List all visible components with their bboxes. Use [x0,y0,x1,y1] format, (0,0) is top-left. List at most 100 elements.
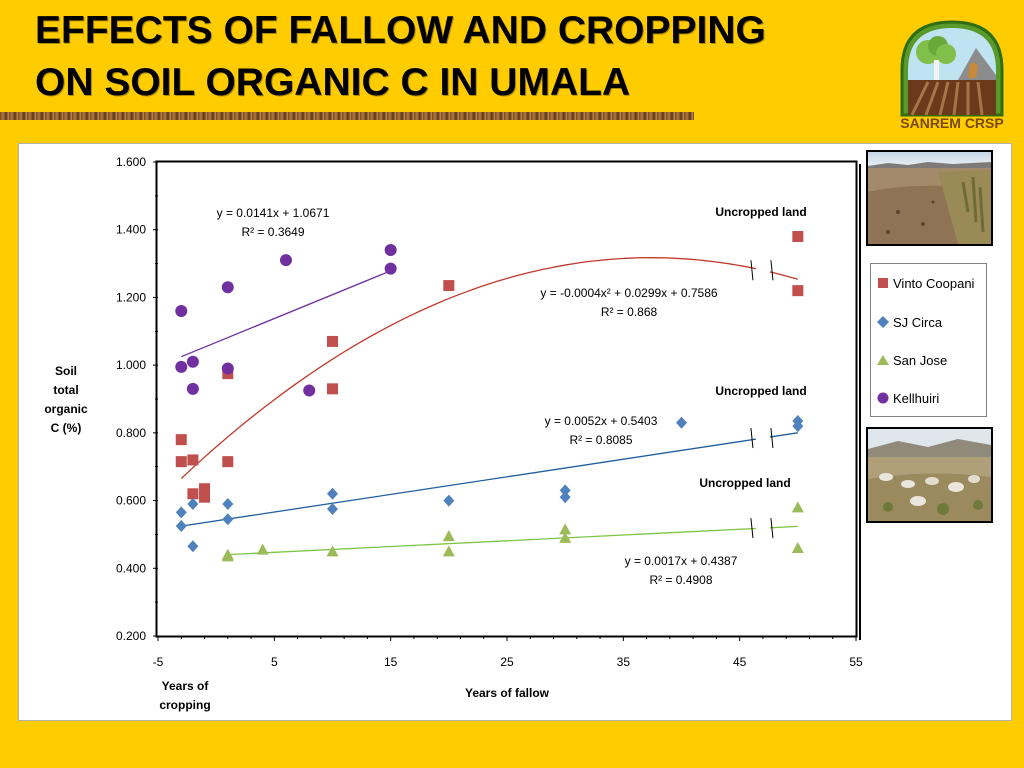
data-point-vinto-coopani [443,280,455,292]
legend-label: San Jose [893,352,948,368]
data-point-vinto-coopani [187,454,199,466]
axis-break-gap [755,424,770,453]
legend-label: Kellhuiri [893,390,940,406]
data-point-sj-circa [559,484,571,497]
trendline-sj-circa [181,432,798,527]
x-axis-label-cropping: Years of [162,679,210,693]
x-tick-label: 35 [617,655,631,669]
trendline-equation: y = 0.0017x + 0.4387 [625,554,738,568]
data-point-vinto-coopani [792,285,804,297]
data-point-san-jose [442,545,455,557]
data-point-vinto-coopani [187,488,199,500]
trendline-vinto-coopani [180,257,798,479]
data-point-sj-circa [559,491,571,504]
data-point-san-jose [791,541,804,553]
x-axis-label: Years of fallow [465,686,550,700]
trendline-r-squared: R² = 0.3649 [241,225,304,239]
chart-panel: 0.200 0.400 0.600 0.800 1.000 1.200 1.400 1.600… [18,143,1012,721]
data-point-vinto-coopani [222,456,234,468]
data-point-kellhuiri [175,304,188,317]
data-point-sj-circa [792,420,804,433]
sheep-grazing-photo [866,427,993,523]
x-tick-label: -5 [153,655,164,669]
data-point-kellhuiri [186,382,199,395]
trendline-equation: y = 0.0141x + 1.0671 [217,206,330,220]
y-tick-label: 0.800 [116,426,146,440]
data-point-sj-circa [327,503,338,516]
data-point-sj-circa [327,487,338,500]
y-axis-label: Soil [55,364,77,378]
chart-area: 0.200 0.400 0.600 0.800 1.000 1.200 1.400 1.600… [44,155,863,712]
title-line-1: EFFECTS OF FALLOW AND CROPPING [35,9,766,52]
data-point-san-jose [559,531,572,543]
legend-label: Vinto Coopani [893,275,975,291]
data-point-kellhuiri [303,384,316,397]
data-point-san-jose [791,501,804,513]
uncropped-land-photo [866,150,993,246]
data-point-vinto-coopani [199,491,211,503]
data-point-vinto-coopani [199,483,211,495]
data-point-sj-circa [187,497,199,510]
data-point-kellhuiri [279,254,292,267]
trendline-r-squared: R² = 0.4908 [649,573,712,587]
data-point-kellhuiri [221,362,234,375]
sanrem-logo [900,20,1004,117]
legend-item-san-jose: San Jose [877,351,947,369]
axis-break-mark [770,518,774,539]
data-point-vinto-coopani [792,230,804,242]
y-axis-label: C (%) [51,421,82,435]
trendline-r-squared: R² = 0.868 [601,305,658,319]
data-point-sj-circa [175,506,187,519]
data-point-san-jose [559,523,572,535]
data-point-vinto-coopani [175,456,187,468]
data-point-vinto-coopani [327,335,338,347]
annotation-uncropped-land: Uncropped land [715,205,806,219]
x-tick-label: 5 [271,655,278,669]
y-axis-label: total [53,383,78,397]
axis-break-mark [770,427,774,449]
data-point-sj-circa [187,540,199,553]
data-point-kellhuiri [384,244,397,257]
axis-break-mark [750,427,754,449]
data-point-kellhuiri [175,360,188,373]
data-point-san-jose [442,530,455,542]
y-tick-label: 1.400 [116,223,146,237]
y-tick-label: 1.200 [116,290,146,304]
trendline-equation: y = -0.0004x² + 0.0299x + 0.7586 [540,286,717,300]
annotation-uncropped-land: Uncropped land [699,476,790,490]
legend-item-vinto-coopani: Vinto Coopani [877,274,974,292]
y-tick-label: 0.400 [116,561,146,575]
data-point-sj-circa [676,416,687,429]
data-point-sj-circa [175,519,187,532]
y-axis-label: organic [44,402,88,416]
data-point-kellhuiri [384,262,397,275]
data-point-vinto-coopani [327,383,338,395]
data-point-san-jose [326,545,339,557]
x-tick-label: 45 [733,655,747,669]
data-point-sj-circa [222,513,234,526]
logo-text: SANREM CRSP [900,115,1004,131]
y-tick-label: 0.200 [116,629,146,643]
square-marker-icon [878,278,888,288]
data-point-kellhuiri [221,281,234,294]
legend-item-kellhuiri: Kellhuiri [877,389,939,407]
data-point-vinto-coopani [175,434,187,446]
y-tick-label: 1.600 [116,155,146,169]
legend-item-sj-circa: SJ Circa [877,313,942,331]
legend-label: SJ Circa [893,314,943,330]
x-axis-label-cropping: cropping [159,698,210,712]
data-point-san-jose [221,550,234,562]
x-tick-label: 15 [384,655,398,669]
trendline-equation: y = 0.0052x + 0.5403 [545,414,658,428]
axis-break-mark [750,260,754,281]
x-tick-label: 55 [849,655,863,669]
triangle-marker-icon [877,355,889,365]
annotation-uncropped-land: Uncropped land [715,384,806,398]
title-rule [0,112,694,120]
slide-title: EFFECTS OF FALLOW AND CROPPING ON SOIL O… [35,5,895,109]
x-tick-label: 25 [500,655,514,669]
plot-frame [155,160,858,638]
data-point-san-jose [256,543,269,555]
trendline-kellhuiri [181,270,391,358]
axis-break-mark [770,260,774,281]
